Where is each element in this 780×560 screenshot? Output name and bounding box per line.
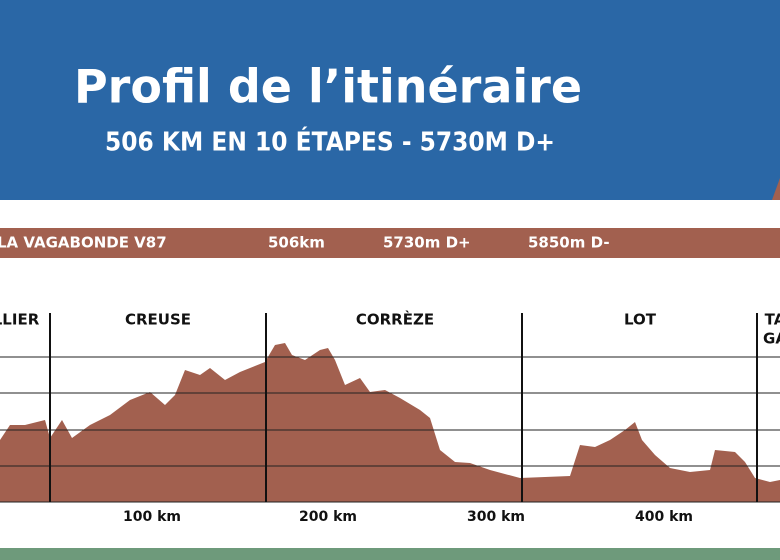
header-band — [0, 0, 780, 200]
dividers — [49, 313, 758, 502]
title: Profil de l’itinéraire — [74, 60, 582, 114]
department-label: TA — [765, 311, 780, 329]
corner-shape — [772, 178, 780, 200]
grid — [0, 356, 780, 503]
route-bar — [0, 228, 780, 258]
subtitle: 506 KM EN 10 ÉTAPES - 5730M D+ — [105, 126, 555, 158]
distance-label: 200 km — [299, 509, 357, 525]
route-loss: 5850m D- — [528, 234, 610, 252]
department-label: LLIER — [0, 311, 40, 329]
department-label: CREUSE — [125, 311, 191, 329]
footer-band — [0, 548, 780, 560]
department-label: GA — [763, 330, 780, 348]
distance-label: 400 km — [635, 509, 693, 525]
elevation-profile — [0, 343, 780, 502]
route-gain: 5730m D+ — [383, 234, 471, 252]
department-label: LOT — [624, 311, 657, 329]
department-label: CORRÈZE — [356, 310, 434, 329]
route-distance: 506km — [268, 234, 325, 252]
distance-label: 300 km — [467, 509, 525, 525]
distance-label: 100 km — [123, 509, 181, 525]
route-name: LA VAGABONDE V87 — [0, 234, 167, 252]
